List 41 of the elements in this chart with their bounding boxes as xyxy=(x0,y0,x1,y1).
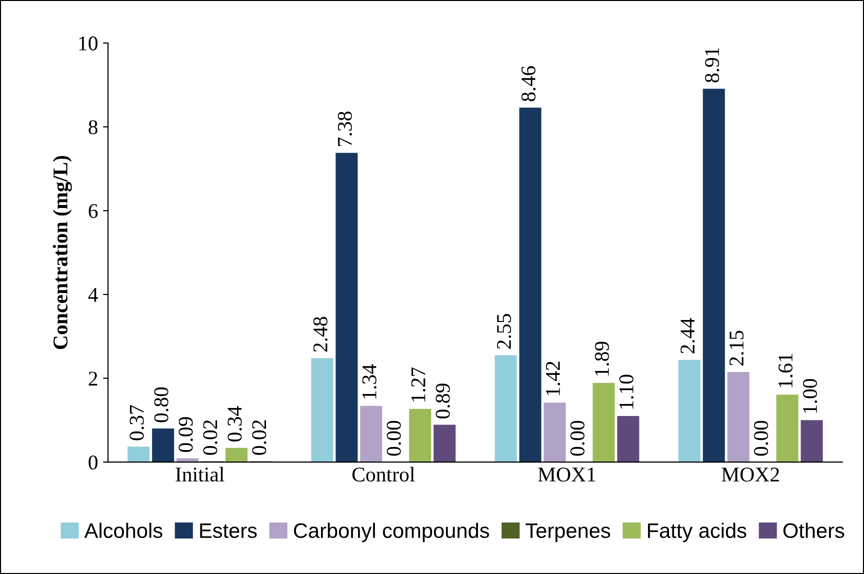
data-label: 0.34 xyxy=(228,406,242,442)
data-label: 1.10 xyxy=(619,374,634,409)
x-tick-label: Initial xyxy=(176,466,224,482)
data-label: 0.02 xyxy=(203,420,218,455)
data-label: 0.37 xyxy=(130,405,144,440)
data-label: 0.80 xyxy=(154,387,168,422)
data-label: 0.09 xyxy=(178,417,193,452)
data-label: 0.02 xyxy=(252,420,266,455)
data-label: 0.00 xyxy=(570,420,585,456)
legend-label: Esters xyxy=(200,523,257,538)
y-tick-label: 6 xyxy=(88,204,98,218)
y-tick-label: 0 xyxy=(88,455,98,470)
data-label: 2.15 xyxy=(730,330,744,366)
x-tick-label: Control xyxy=(352,466,415,482)
data-label: 8.46 xyxy=(521,66,536,102)
data-label: 1.89 xyxy=(594,342,610,376)
y-tick-label: 8 xyxy=(88,120,98,134)
legend-label: Fatty acids xyxy=(648,522,746,542)
data-label: 1.27 xyxy=(411,367,426,402)
data-label: 2.44 xyxy=(680,318,695,354)
data-label: 1.61 xyxy=(778,354,793,388)
data-label: 7.38 xyxy=(338,112,352,146)
data-label: 1.00 xyxy=(802,378,818,413)
data-label: 2.48 xyxy=(313,316,328,352)
y-tick-label: 2 xyxy=(88,372,98,386)
data-label: 2.55 xyxy=(497,314,512,349)
y-tick-label: 10 xyxy=(79,36,98,50)
x-tick-label: MOX2 xyxy=(722,468,779,482)
y-tick-label: 4 xyxy=(88,288,98,302)
data-label: 1.34 xyxy=(362,364,376,399)
legend-label: Terpenes xyxy=(526,523,610,542)
legend-label: Alcohols xyxy=(84,522,162,538)
legend-label: Carbonyl compounds xyxy=(294,522,490,542)
data-label: 8.91 xyxy=(705,48,720,82)
x-tick-label: MOX1 xyxy=(538,468,596,482)
data-label: 0.89 xyxy=(436,384,450,418)
legend-label: Others xyxy=(783,522,844,538)
data-label: 0.00 xyxy=(754,420,768,456)
data-label: 1.42 xyxy=(546,362,560,396)
y-axis-title: Concentration (mg/L) xyxy=(52,156,72,350)
data-label: 0.00 xyxy=(386,420,401,456)
